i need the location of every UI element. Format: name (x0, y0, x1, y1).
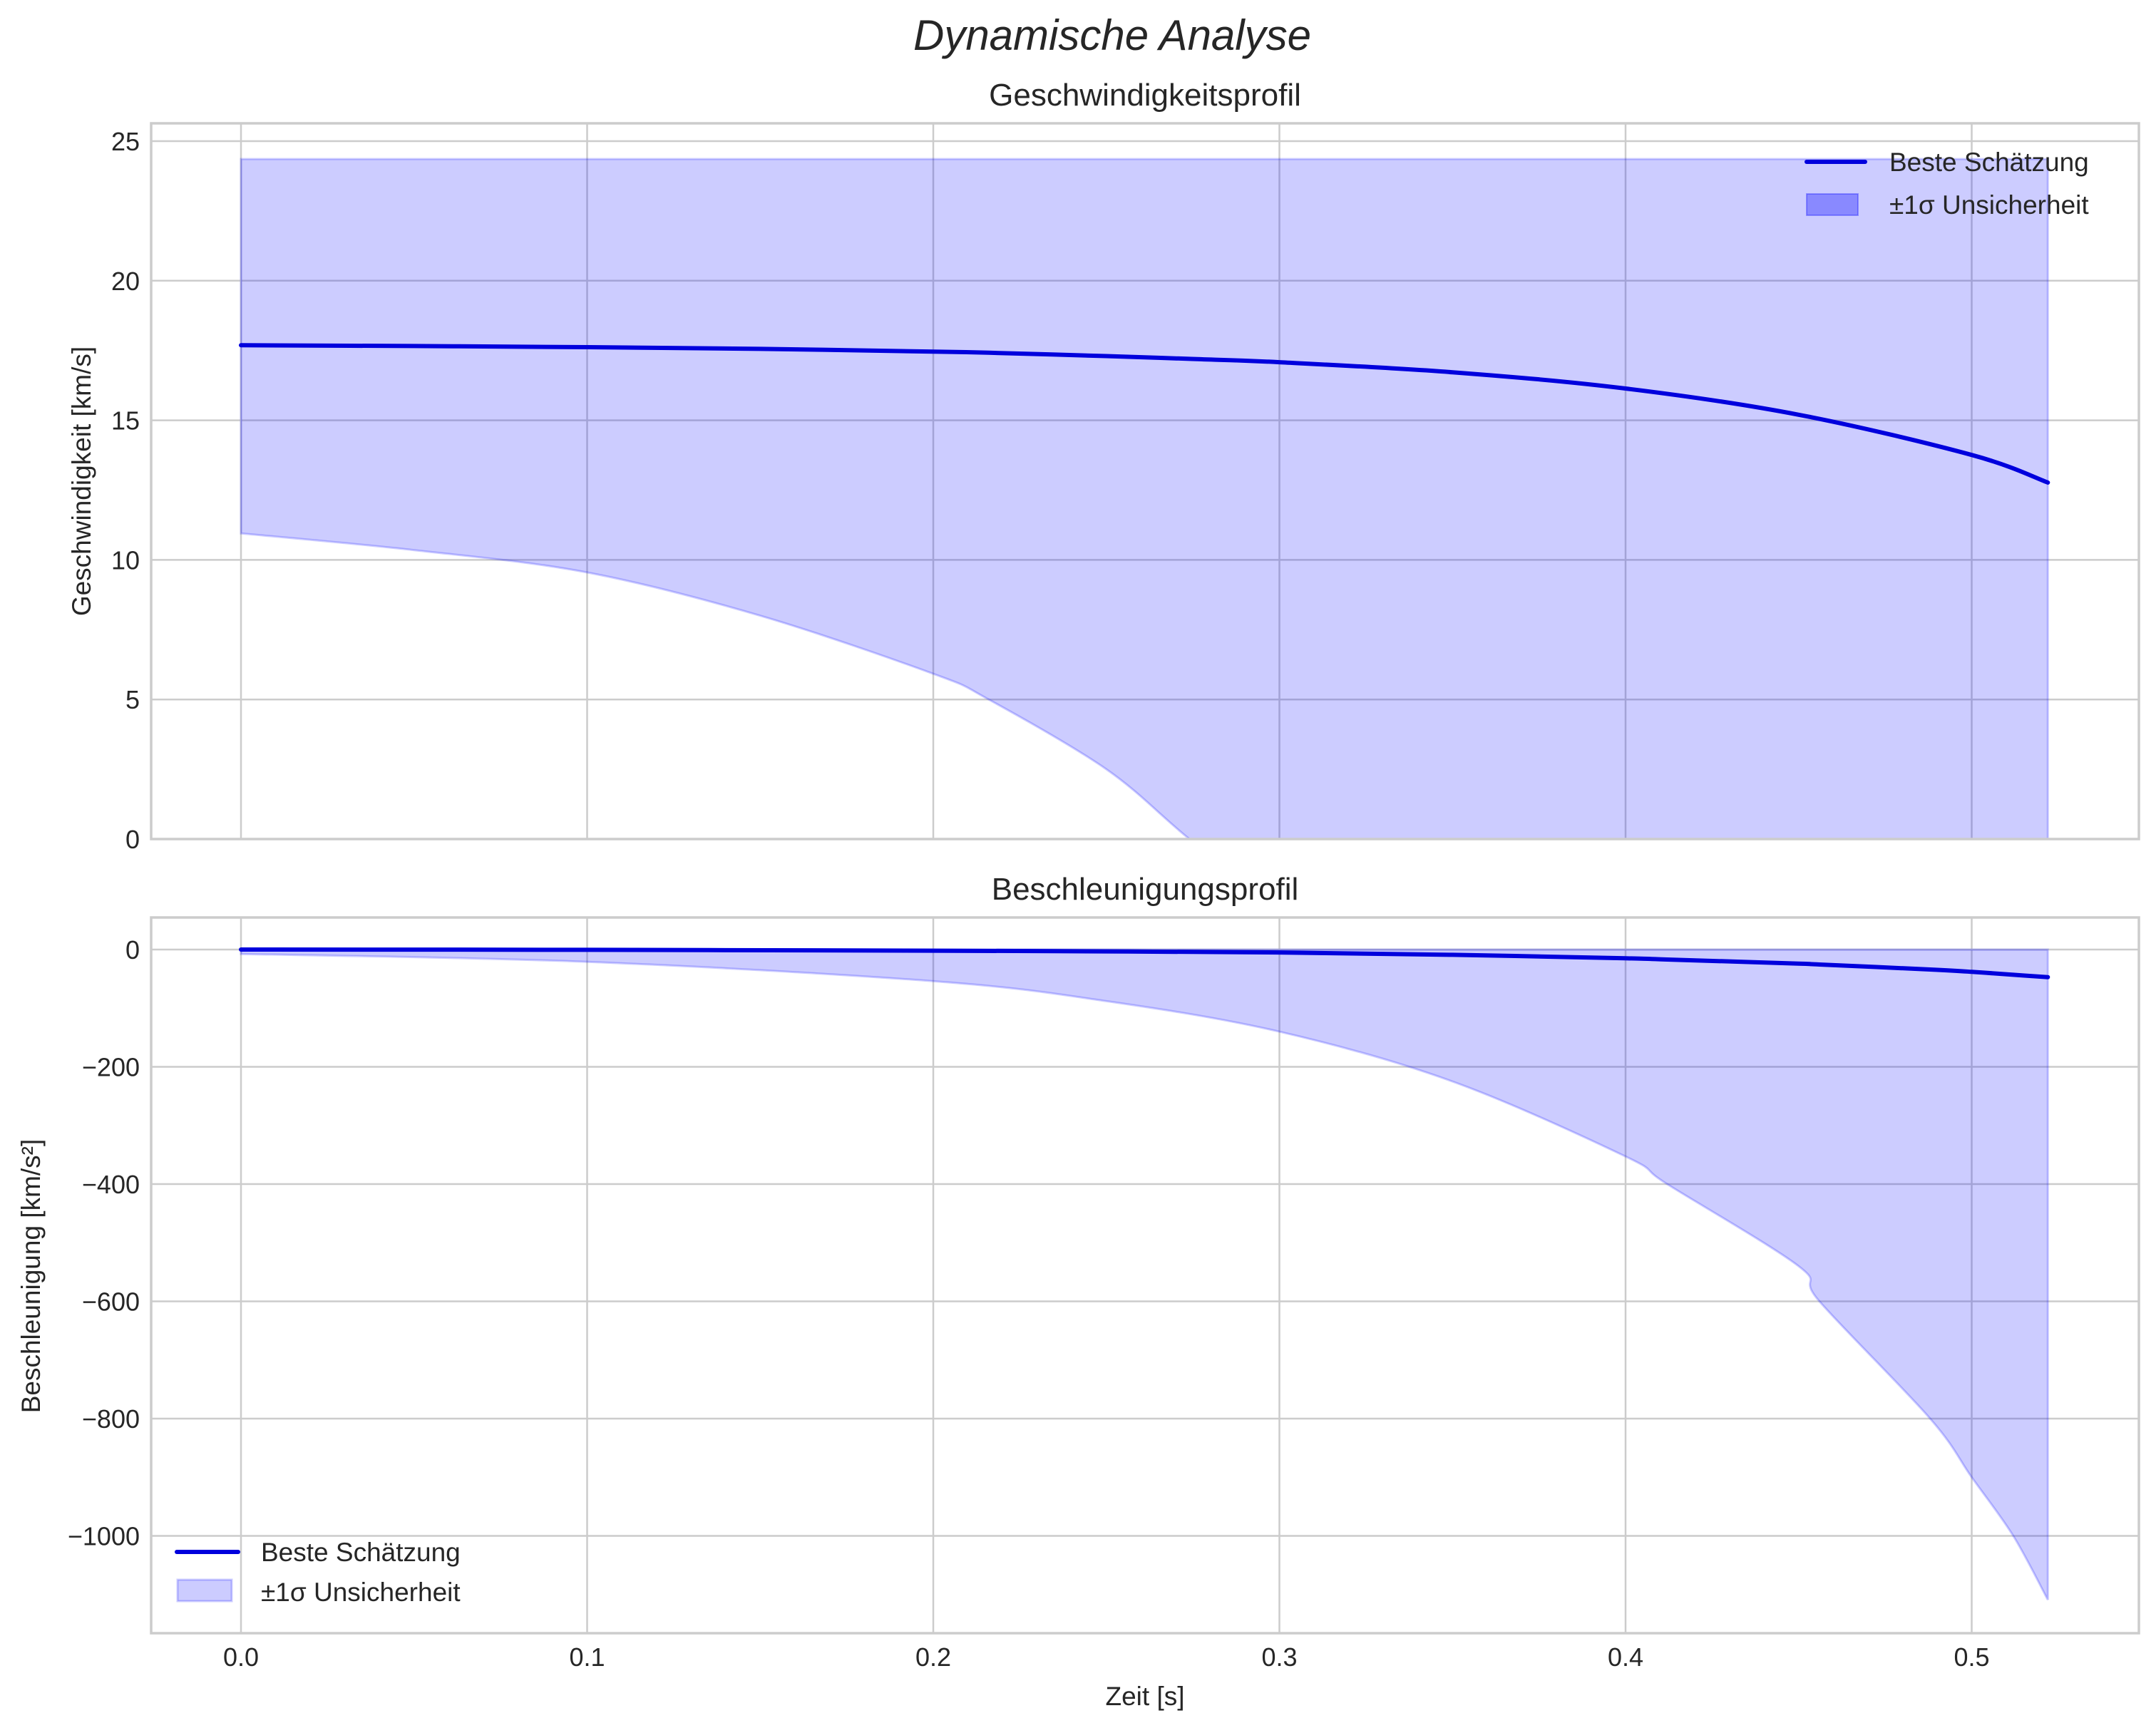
y-tick-label: 25 (111, 127, 140, 156)
acceleration-uncertainty-band (240, 948, 2049, 1600)
x-tick-labels: 0.0 0.1 0.2 0.3 0.4 0.5 (223, 1642, 1990, 1672)
x-tick-label: 0.2 (915, 1642, 951, 1672)
x-tick-label: 0.1 (569, 1642, 605, 1672)
y-tick-label: −600 (82, 1287, 140, 1317)
velocity-panel: Geschwindigkeitsprofil 0 5 10 15 20 25 Geschw… (67, 78, 2140, 854)
y-tick-label: 20 (111, 267, 140, 296)
legend-patch-swatch-icon (1806, 193, 1859, 216)
x-axis-label: Zeit [s] (1105, 1682, 1184, 1711)
legend-label-uncertainty: ±1σ Unsicherheit (1889, 190, 2089, 220)
legend-patch-swatch-icon (176, 1578, 233, 1603)
acceleration-axes-frame (150, 916, 2140, 1635)
legend-label-best-estimate: Beste Schätzung (261, 1538, 461, 1567)
velocity-best-estimate-line (239, 343, 2050, 485)
legend-label-best-estimate: Beste Schätzung (1889, 148, 2089, 177)
y-tick-label: −400 (82, 1170, 140, 1199)
velocity-y-axis-label: Geschwindigkeit [km/s] (67, 346, 96, 616)
y-tick-label: 5 (125, 685, 140, 714)
acceleration-panel-title: Beschleunigungsprofil (992, 872, 1299, 907)
acceleration-legend: Beste Schätzung ±1σ Unsicherheit (175, 1538, 461, 1607)
acceleration-best-estimate-line (239, 947, 2050, 979)
velocity-panel-title: Geschwindigkeitsprofil (989, 78, 1301, 113)
velocity-y-tick-labels: 0 5 10 15 20 25 (111, 127, 140, 854)
x-tick-label: 0.0 (223, 1642, 259, 1672)
y-tick-label: 15 (111, 406, 140, 436)
y-tick-label: −200 (82, 1053, 140, 1082)
x-tick-label: 0.3 (1261, 1642, 1297, 1672)
velocity-axes-frame (150, 122, 2140, 840)
figure-suptitle: Dynamische Analyse (913, 11, 1311, 59)
y-tick-label: 10 (111, 545, 140, 575)
x-tick-label: 0.4 (1608, 1642, 1643, 1672)
acceleration-y-tick-labels: 0 −200 −400 −600 −800 −1000 (68, 935, 140, 1551)
y-tick-label: 0 (125, 935, 140, 965)
y-tick-label: 0 (125, 825, 140, 854)
y-tick-label: −1000 (68, 1522, 140, 1551)
acceleration-y-axis-label: Beschleunigung [km/s²] (16, 1139, 46, 1414)
velocity-uncertainty-band (240, 158, 2049, 839)
legend-label-uncertainty: ±1σ Unsicherheit (261, 1578, 461, 1607)
acceleration-panel: Beschleunigungsprofil 0 −200 −400 −600 −800 −… (16, 872, 2140, 1711)
x-tick-label: 0.5 (1954, 1642, 1989, 1672)
y-tick-label: −800 (82, 1404, 140, 1434)
velocity-legend: Beste Schätzung ±1σ Unsicherheit (1805, 148, 2089, 220)
